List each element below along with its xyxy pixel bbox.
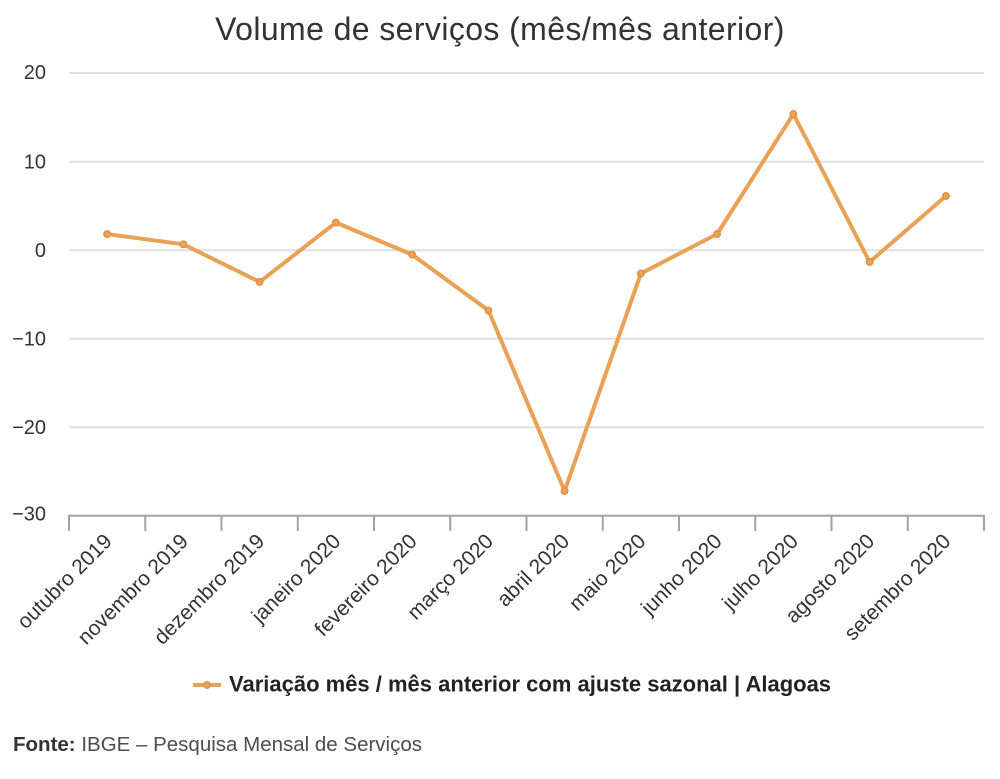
svg-text:20: 20 [24, 62, 46, 84]
svg-text:0: 0 [35, 240, 46, 262]
svg-text:Fonte: IBGE – Pesquisa Mensal: Fonte: IBGE – Pesquisa Mensal de Serviço… [13, 733, 422, 756]
svg-text:−10: −10 [12, 329, 46, 351]
svg-text:−30: −30 [12, 503, 46, 525]
svg-text:−20: −20 [12, 417, 46, 439]
svg-text:10: 10 [24, 151, 46, 173]
svg-text:Volume de serviços (mês/mês an: Volume de serviços (mês/mês anterior) [215, 11, 785, 47]
svg-text:Variação mês / mês anterior co: Variação mês / mês anterior com ajuste s… [229, 672, 831, 697]
